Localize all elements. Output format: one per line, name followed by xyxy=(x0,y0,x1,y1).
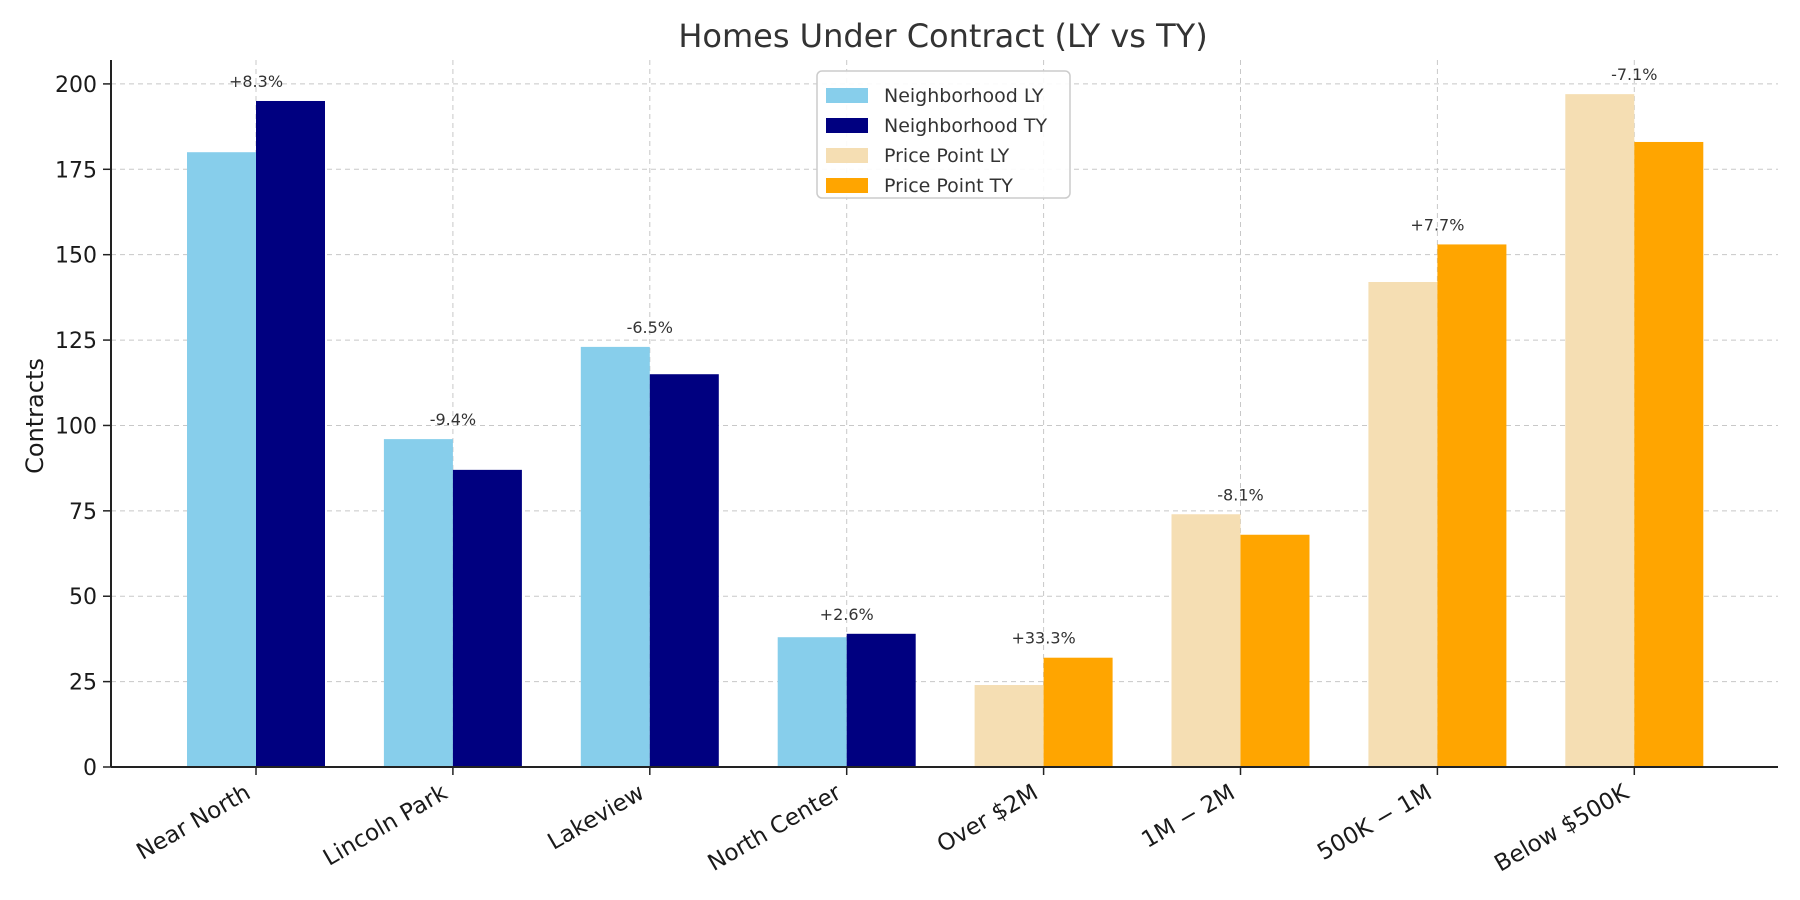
change-label: -8.1% xyxy=(1217,485,1263,504)
bar-below-500k-ly xyxy=(1565,94,1635,767)
y-axis-ticks: 0 25 50 75 100 125 150 175 200 xyxy=(55,73,111,781)
bar-1m-2m-ty xyxy=(1240,534,1310,767)
change-label: -6.5% xyxy=(627,318,673,337)
y-tick-label: 200 xyxy=(55,73,97,98)
x-tick-label: North Center xyxy=(704,779,847,876)
change-label: -7.1% xyxy=(1611,65,1657,84)
change-label: +8.3% xyxy=(229,72,283,91)
legend-box xyxy=(816,70,1071,199)
x-tick-label: 1M − 2M xyxy=(1137,780,1239,854)
bar-500k-1m-ly xyxy=(1368,282,1438,767)
change-label: +7.7% xyxy=(1410,215,1464,234)
legend-label: Neighborhood TY xyxy=(884,115,1047,137)
bars xyxy=(187,94,1704,768)
bar-lincoln-park-ty xyxy=(452,469,522,767)
bar-near-north-ty xyxy=(256,100,325,768)
bar-1m-2m-ly xyxy=(1171,514,1241,767)
change-labels: +8.3% -9.4% -6.5% +2.6% +33.3% -8.1% +7.7% -7.1… xyxy=(229,65,1658,648)
legend-swatch xyxy=(826,88,868,103)
bar-below-500k-ty xyxy=(1634,141,1704,767)
bar-lakeview-ty xyxy=(649,374,719,767)
bar-lincoln-park-ly xyxy=(383,439,453,767)
y-tick-label: 25 xyxy=(69,671,97,696)
bar-500k-1m-ty xyxy=(1437,244,1507,767)
y-tick-label: 175 xyxy=(55,158,97,183)
legend-label: Neighborhood LY xyxy=(884,85,1044,107)
y-axis-title: Contracts xyxy=(21,358,49,474)
bar-north-center-ly xyxy=(777,637,847,767)
x-tick-label: Below $500K xyxy=(1490,779,1634,877)
legend-swatch xyxy=(826,178,868,193)
change-label: +2.6% xyxy=(820,605,874,624)
bar-north-center-ty xyxy=(846,633,916,767)
axes xyxy=(110,60,1778,768)
chart-title: Homes Under Contract (LY vs TY) xyxy=(678,17,1207,55)
y-tick-label: 150 xyxy=(55,244,97,269)
legend-swatch xyxy=(826,118,868,133)
y-tick-label: 100 xyxy=(55,414,97,439)
x-tick-label: Near North xyxy=(132,780,255,866)
bar-near-north-ly xyxy=(187,152,256,767)
bar-lakeview-ly xyxy=(580,346,650,767)
x-tick-label: Lincoln Park xyxy=(319,779,453,871)
y-tick-label: 125 xyxy=(55,329,97,354)
legend: Neighborhood LY Neighborhood TY Price Poin… xyxy=(816,70,1071,199)
bar-over-2m-ly xyxy=(974,685,1044,767)
bar-over-2m-ty xyxy=(1043,657,1113,767)
x-tick-label: Lakeview xyxy=(544,780,649,856)
change-label: -9.4% xyxy=(430,410,476,429)
y-tick-label: 50 xyxy=(69,585,97,610)
x-axis-ticks: Near North Lincoln Park Lakeview North Cent… xyxy=(132,767,1636,877)
legend-label: Price Point TY xyxy=(884,175,1013,197)
y-tick-label: 75 xyxy=(69,500,97,525)
x-tick-label: Over $2M xyxy=(933,780,1043,858)
x-tick-label: 500K − 1M xyxy=(1313,780,1436,866)
legend-label: Price Point LY xyxy=(884,145,1010,167)
legend-swatch xyxy=(826,148,868,163)
y-tick-label: 0 xyxy=(83,756,97,781)
change-label: +33.3% xyxy=(1011,629,1075,648)
